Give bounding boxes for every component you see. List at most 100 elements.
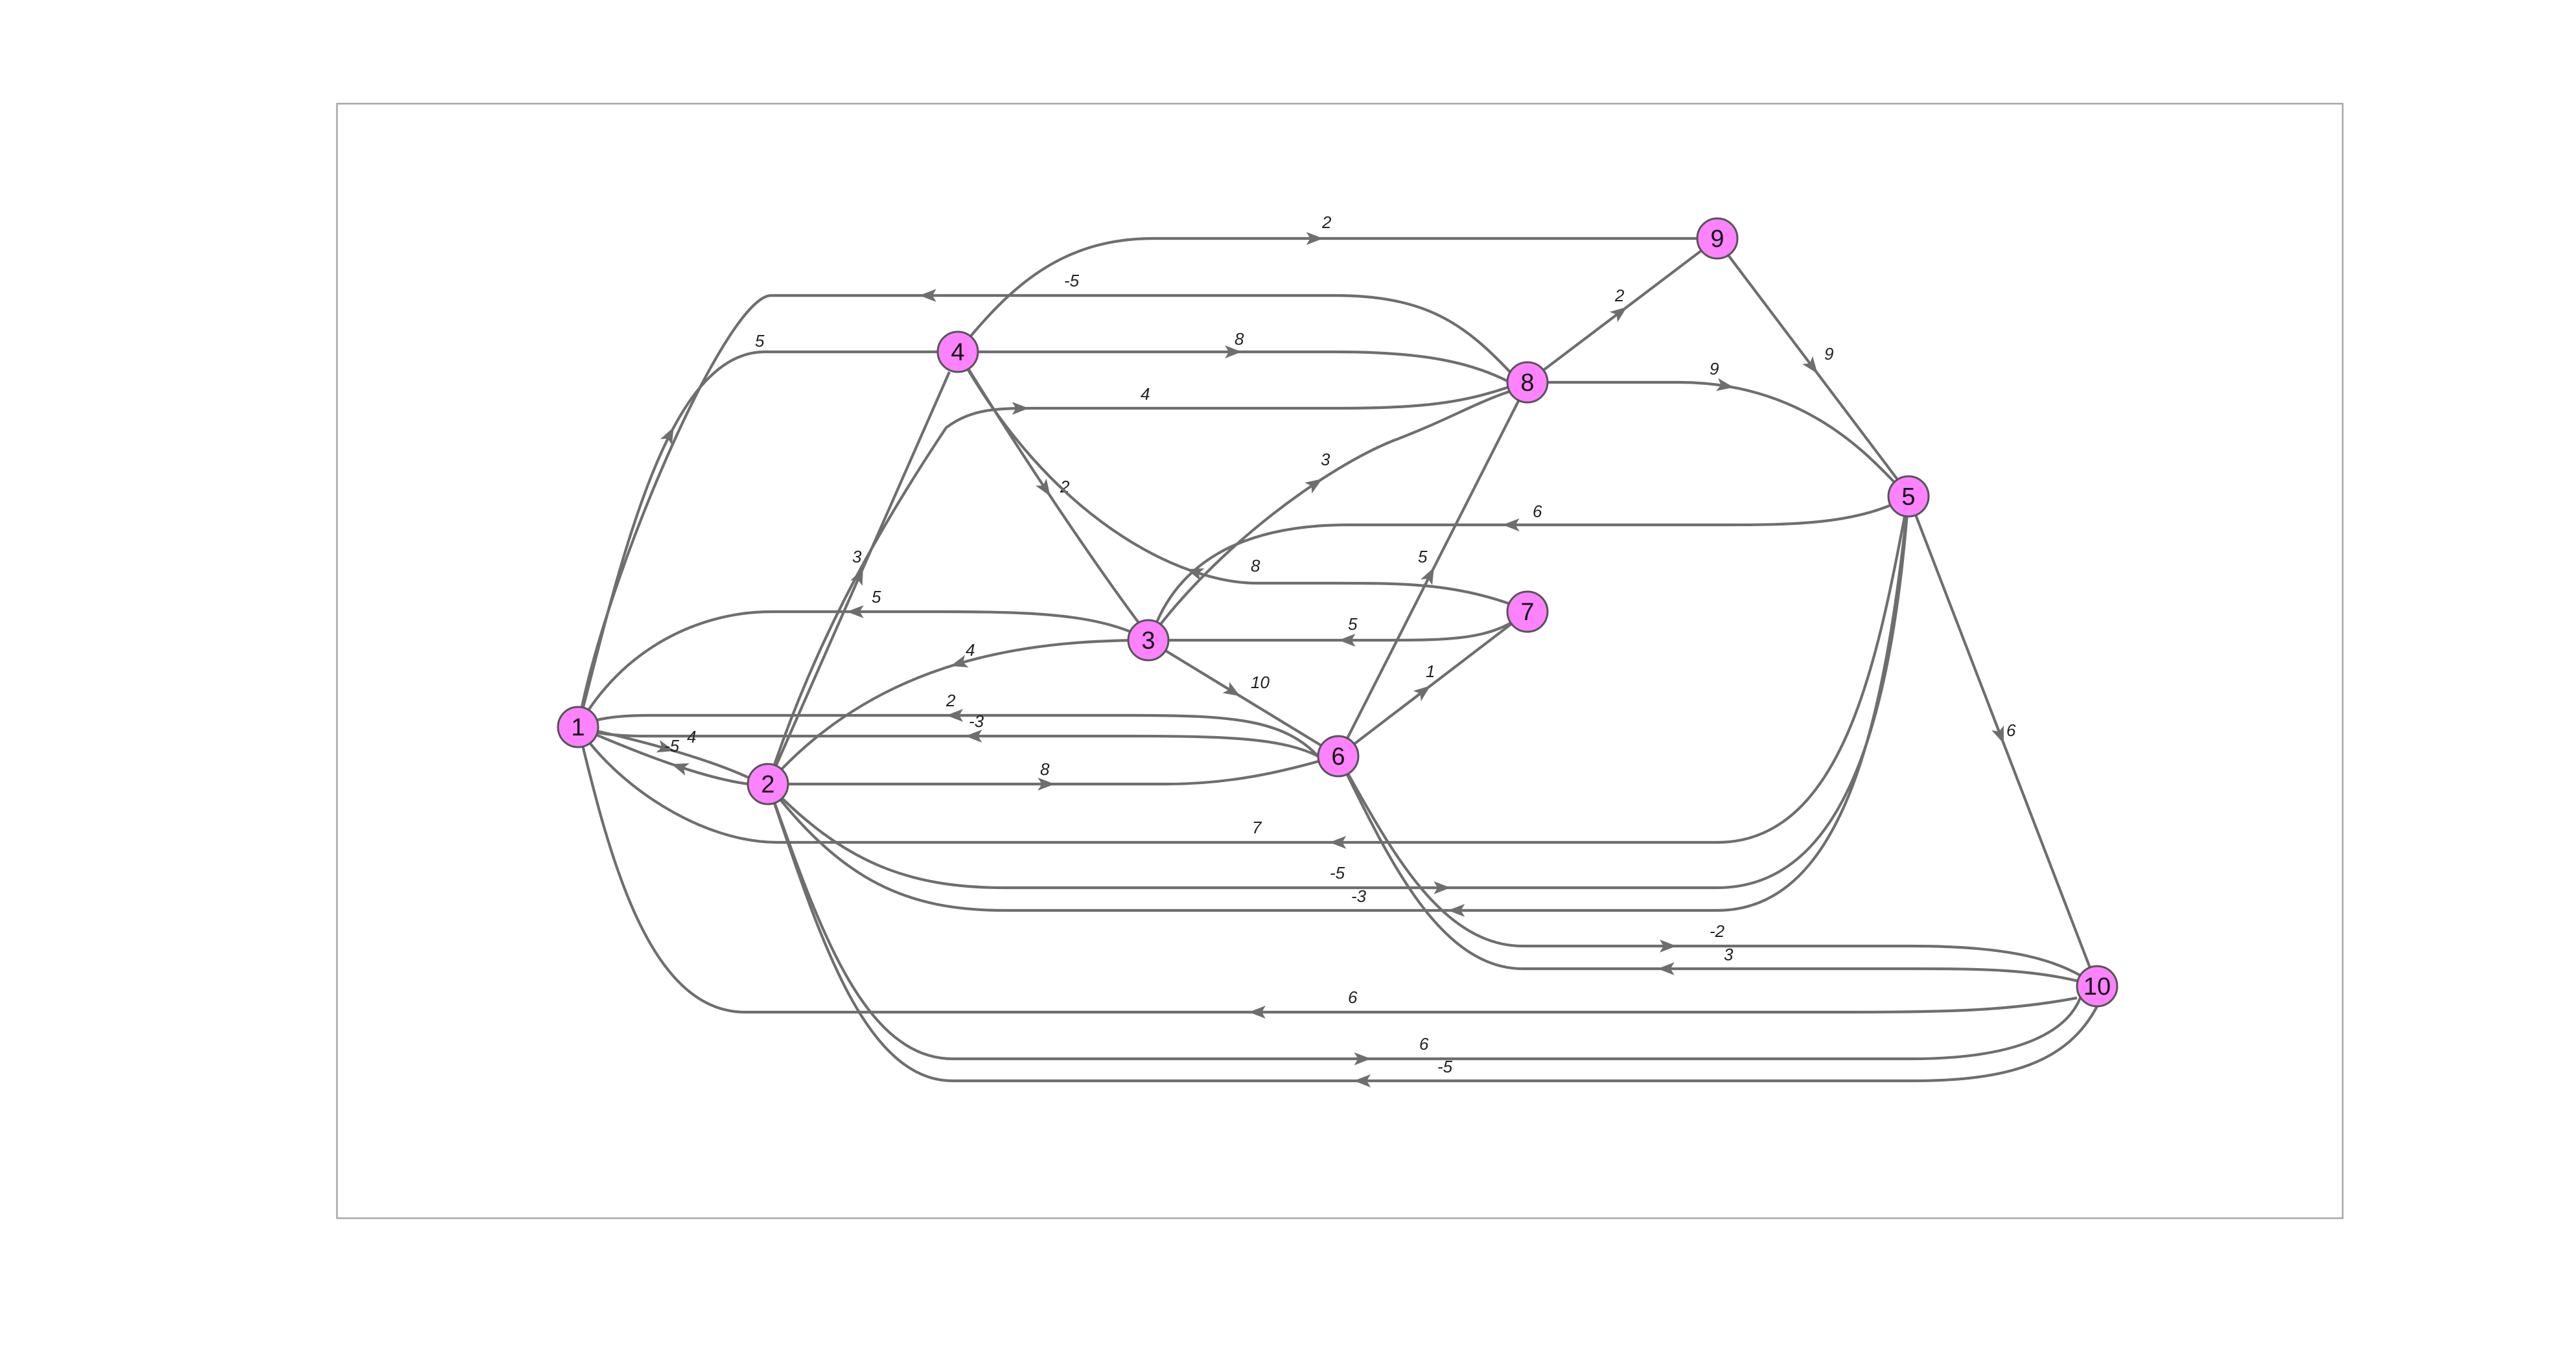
edge-arrowhead (671, 763, 690, 776)
node-circle (1506, 361, 1549, 404)
edge-arrowhead (1413, 686, 1431, 701)
edge-line (576, 350, 938, 728)
node-circle (1696, 217, 1739, 260)
edge-weight-label: 6 (1348, 988, 1358, 1007)
edge-weight-label: -3 (969, 711, 984, 731)
node-7: 7 (1506, 590, 1549, 633)
node-circle (1317, 735, 1360, 778)
edge-line (577, 496, 1910, 844)
edge-line (957, 237, 1697, 353)
edge-8-to-9: 2 (1542, 249, 1702, 371)
edges-layer: 2-55 842992365835541012-34-587-5-3-23666-… (576, 213, 2098, 1087)
edge-weight-label: 4 (687, 727, 696, 746)
node-label: 1 (571, 714, 585, 741)
edge-9-to-5: 9 (1727, 254, 1899, 481)
node-circle (1887, 475, 1930, 518)
edge-weight-label: -5 (664, 736, 680, 756)
edge-3-to-1: 5 (577, 587, 1150, 728)
edge-arrowhead (1354, 1052, 1371, 1065)
edge-arrowhead (1305, 478, 1323, 494)
edge-line (577, 713, 1319, 757)
edge-weight-label: 5 (1418, 547, 1428, 566)
edge-arrowhead (1659, 940, 1677, 953)
node-circle (557, 706, 599, 748)
node-circle (1127, 619, 1170, 662)
edge-weight-label: -2 (1710, 921, 1725, 941)
edge-arrowhead (1036, 478, 1050, 496)
edge-weight-label: 6 (1533, 502, 1542, 521)
edge-4-to-8: 8 (978, 329, 1508, 382)
edge-3-to-6: 10 (1147, 639, 1322, 746)
edge-10-to-1: 6 (576, 726, 2078, 1019)
edge-line (957, 351, 1511, 605)
edge-weight-label: 8 (1251, 556, 1260, 575)
node-1: 1 (557, 706, 599, 748)
edge-weight-label: 8 (1040, 759, 1050, 779)
node-8: 8 (1506, 361, 1549, 404)
node-label: 2 (761, 771, 774, 798)
edge-line (577, 610, 1150, 728)
edge-arrowhead (1306, 232, 1323, 245)
edge-6-to-7: 1 (1337, 623, 1513, 757)
edge-line (576, 294, 1511, 728)
edge-weight-label: 3 (852, 547, 862, 566)
edge-arrowhead (1222, 682, 1240, 697)
edge-arrowhead (946, 709, 964, 722)
edge-weight-label: 6 (1419, 1034, 1429, 1054)
edge-line (1337, 755, 2098, 988)
edge-line (767, 386, 1508, 785)
edge-weight-label: 1 (1426, 662, 1435, 681)
edge-arrowhead (965, 730, 982, 743)
edge-weight-label: 4 (1141, 384, 1150, 404)
edge-line (576, 726, 2078, 1014)
edge-line (1147, 390, 1511, 642)
edge-arrowhead (919, 289, 936, 303)
node-label: 10 (2083, 973, 2111, 1000)
edge-1-to-2: 4 (577, 725, 749, 779)
edge-arrowhead (1433, 881, 1451, 894)
edge-line (577, 726, 749, 786)
edge-weight-label: 3 (1724, 945, 1734, 964)
edge-2-to-5: -5 (767, 496, 1910, 894)
edge-weight-label: 2 (1060, 477, 1070, 496)
edge-arrowhead (660, 427, 674, 445)
edge-arrowhead (656, 740, 675, 753)
edge-line (767, 783, 2098, 1083)
nodes-layer: 1 2 3 4 5 6 7 8 9 10 (557, 217, 2118, 1008)
edge-6-to-1: 2 (577, 691, 1319, 757)
edge-weight-label: 3 (1321, 450, 1330, 469)
edge-weight-label: -5 (1437, 1057, 1453, 1076)
edge-arrowhead (950, 654, 969, 667)
edge-1-to-4: 5 (576, 331, 938, 728)
edge-3-to-8: 3 (1147, 390, 1511, 642)
node-label: 5 (1901, 483, 1915, 511)
edge-arrowhead (1038, 778, 1055, 791)
edge-weight-label: 8 (1235, 329, 1244, 349)
edge-line (767, 783, 2082, 1061)
node-4: 4 (936, 330, 979, 373)
edge-arrowhead (1329, 836, 1347, 850)
edge-weight-label: 2 (946, 691, 956, 710)
edge-2-to-8: 4 (767, 384, 1508, 785)
edge-arrowhead (1657, 962, 1675, 975)
edge-line (768, 759, 1319, 786)
edge-weight-label: 9 (1710, 359, 1719, 378)
node-label: 8 (1520, 369, 1534, 397)
edge-2-to-4: 3 (767, 371, 951, 785)
edge-weight-label: 5 (755, 331, 765, 351)
edge-10-to-2: -5 (767, 783, 2098, 1087)
edge-arrowhead (846, 605, 864, 618)
edge-line (1548, 380, 1896, 483)
edge-arrowhead (1716, 378, 1734, 391)
node-3: 3 (1127, 619, 1170, 662)
edge-weight-label: -5 (1064, 271, 1080, 290)
edge-arrowhead (850, 568, 863, 586)
edge-weight-label: 4 (966, 640, 975, 660)
edge-arrowhead (1012, 402, 1029, 415)
edge-arrowhead (1991, 725, 2004, 744)
edge-arrowhead (1338, 634, 1356, 647)
edge-4-to-3: 2 (957, 351, 1140, 624)
edge-weight-label: 6 (2006, 721, 2016, 740)
edge-10-to-6: 3 (1337, 756, 2098, 988)
